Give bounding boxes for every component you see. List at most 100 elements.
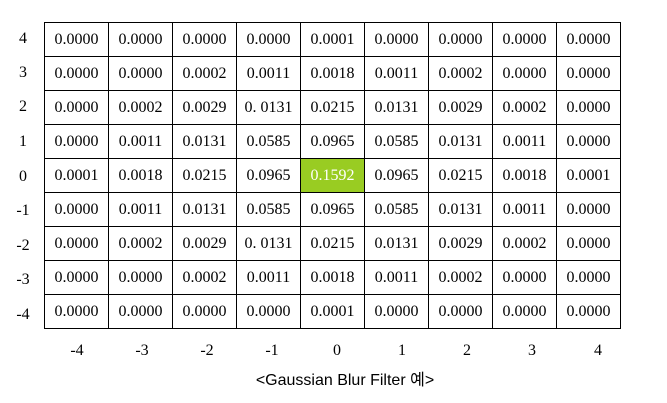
table-cell: 0.0000 [364, 22, 429, 57]
gaussian-kernel-table: 0.0000 0.0000 0.0000 0.0000 0.0001 0.000… [44, 22, 621, 329]
table-cell: 0.0000 [44, 260, 109, 295]
table-cell: 0.0215 [300, 90, 365, 125]
table-cell: 0.0000 [108, 260, 173, 295]
table-row: 0.0000 0.0000 0.0000 0.0000 0.0001 0.000… [44, 294, 621, 329]
table-cell: 0. 0131 [236, 226, 301, 261]
table-cell: 0.0000 [556, 260, 621, 295]
table-cell: 0.0965 [300, 124, 365, 159]
col-label: 2 [463, 342, 471, 359]
table-cell: 0.0215 [172, 158, 237, 193]
table-cell: 0.0585 [364, 192, 429, 227]
table-row: 0.0000 0.0000 0.0000 0.0000 0.0001 0.000… [44, 22, 621, 57]
row-label: 2 [19, 98, 27, 115]
table-row: 0.0000 0.0000 0.0002 0.0011 0.0018 0.001… [44, 56, 621, 91]
table-cell: 0.0018 [108, 158, 173, 193]
table-cell: 0.0000 [492, 56, 557, 91]
table-cell: 0.0000 [428, 294, 493, 329]
table-cell: 0.0000 [492, 22, 557, 57]
col-label: -4 [70, 342, 84, 359]
table-cell: 0.0585 [236, 192, 301, 227]
table-cell: 0.0001 [300, 294, 365, 329]
table-cell: 0.0002 [492, 90, 557, 125]
table-cell: 0.0001 [44, 158, 109, 193]
table-cell: 0.0000 [44, 294, 109, 329]
table-row: 0.0000 0.0002 0.0029 0. 0131 0.0215 0.01… [44, 226, 621, 261]
col-label: 4 [594, 342, 602, 359]
table-cell: 0.0029 [172, 90, 237, 125]
table-cell: 0.0965 [364, 158, 429, 193]
table-cell: 0.0000 [556, 56, 621, 91]
table-cell: 0.0011 [364, 56, 429, 91]
table-cell: 0.0131 [364, 90, 429, 125]
table-cell: 0.0131 [428, 124, 493, 159]
table-cell: 0.0000 [108, 294, 173, 329]
table-cell: 0.0029 [428, 226, 493, 261]
table-cell: 0.0000 [556, 90, 621, 125]
table-cell: 0.0965 [236, 158, 301, 193]
table-cell: 0.0000 [172, 294, 237, 329]
table-cell: 0.0002 [428, 260, 493, 295]
table-cell: 0.0131 [364, 226, 429, 261]
col-label: -2 [200, 342, 214, 359]
table-cell: 0.0000 [44, 22, 109, 57]
table-cell: 0.0001 [556, 158, 621, 193]
table-cell: 0.0011 [236, 260, 301, 295]
table-cell: 0.0000 [44, 124, 109, 159]
col-label: 0 [333, 342, 341, 359]
table-cell: 0.0000 [44, 226, 109, 261]
table-row: 0.0000 0.0002 0.0029 0. 0131 0.0215 0.01… [44, 90, 621, 125]
table-cell: 0.0131 [172, 124, 237, 159]
table-cell: 0.0000 [556, 294, 621, 329]
figure-caption: <Gaussian Blur Filter 예> [255, 372, 435, 389]
table-cell: 0.0215 [300, 226, 365, 261]
table-cell: 0.0002 [108, 226, 173, 261]
table-row: 0.0000 0.0011 0.0131 0.0585 0.0965 0.058… [44, 192, 621, 227]
table-cell: 0.0000 [556, 22, 621, 57]
table-cell: 0.0018 [300, 260, 365, 295]
table-cell: 0.0000 [556, 124, 621, 159]
table-cell: 0. 0131 [236, 90, 301, 125]
row-label: -2 [16, 237, 30, 254]
row-label: 0 [19, 168, 27, 185]
table-cell: 0.0131 [428, 192, 493, 227]
table-cell: 0.0002 [428, 56, 493, 91]
col-label: 1 [398, 342, 406, 359]
table-cell: 0.0000 [44, 90, 109, 125]
row-label: 1 [19, 133, 27, 150]
table-row: 0.0001 0.0018 0.0215 0.0965 0.1592 0.096… [44, 158, 621, 193]
table-cell: 0.0002 [492, 226, 557, 261]
table-cell: 0.0011 [108, 192, 173, 227]
table-cell: 0.0018 [492, 158, 557, 193]
table-row: 0.0000 0.0000 0.0002 0.0011 0.0018 0.001… [44, 260, 621, 295]
table-cell: 0.0002 [172, 56, 237, 91]
table-cell: 0.0029 [172, 226, 237, 261]
table-cell: 0.0215 [428, 158, 493, 193]
table-cell: 0.0018 [300, 56, 365, 91]
table-cell: 0.0585 [236, 124, 301, 159]
table-cell: 0.0011 [108, 124, 173, 159]
center-cell: 0.1592 [300, 158, 365, 193]
table-cell: 0.0011 [364, 260, 429, 295]
table-cell: 0.0000 [428, 22, 493, 57]
col-label: -1 [265, 342, 279, 359]
table-cell: 0.0029 [428, 90, 493, 125]
table-cell: 0.0000 [172, 22, 237, 57]
table-cell: 0.0000 [236, 294, 301, 329]
table-cell: 0.0011 [492, 192, 557, 227]
col-label: 3 [528, 342, 536, 359]
table-cell: 0.0131 [172, 192, 237, 227]
row-label: 4 [19, 30, 27, 47]
table-cell: 0.0000 [492, 260, 557, 295]
table-cell: 0.0000 [556, 226, 621, 261]
table-cell: 0.0965 [300, 192, 365, 227]
row-label: 3 [19, 64, 27, 81]
table-cell: 0.0002 [108, 90, 173, 125]
table-cell: 0.0000 [44, 192, 109, 227]
table-cell: 0.0001 [300, 22, 365, 57]
table-cell: 0.0000 [556, 192, 621, 227]
table-cell: 0.0000 [44, 56, 109, 91]
table-cell: 0.0011 [492, 124, 557, 159]
table-cell: 0.0000 [364, 294, 429, 329]
row-label: -3 [16, 271, 30, 288]
table-cell: 0.0000 [236, 22, 301, 57]
